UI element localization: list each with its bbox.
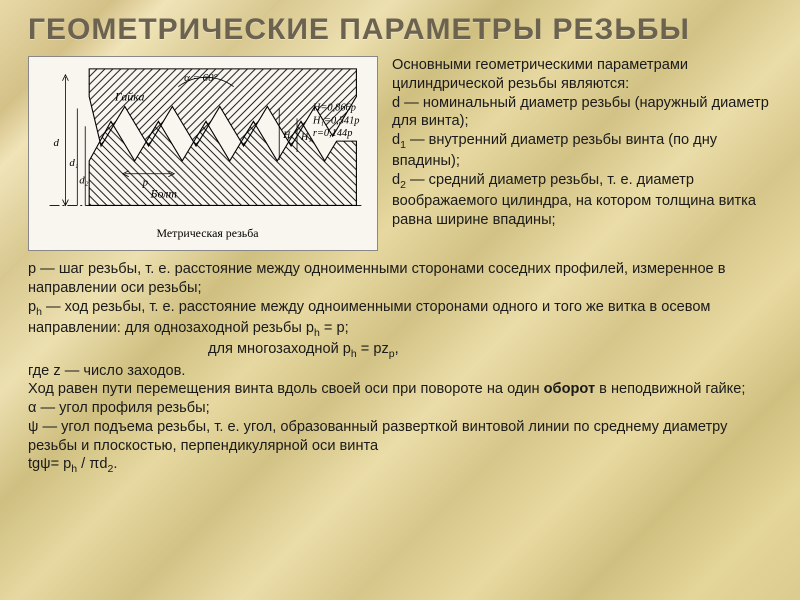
diagram-caption: Метрическая резьба: [156, 227, 259, 241]
psi-def: ψ — угол подъема резьбы, т. е. угол, обр…: [28, 418, 772, 455]
param-p: p — шаг резьбы, т. е. расстояние между о…: [28, 260, 772, 297]
nut-label: Гайка: [114, 90, 145, 104]
svg-text:r=0,144p: r=0,144p: [313, 129, 353, 140]
svg-text:H: H: [282, 131, 291, 142]
intro-line: Основными геометрическими параметрами ци…: [392, 56, 772, 93]
param-d: d — номинальный диаметр резьбы (наружный…: [392, 94, 772, 131]
param-ph: ph — ход резьбы, т. е. расстояние между …: [28, 298, 772, 341]
diagram-container: α = 60° Гайка Болт d d₁ d₂ p: [28, 56, 378, 256]
svg-text:H₁=0,541p: H₁=0,541p: [312, 116, 360, 127]
svg-text:p: p: [142, 177, 149, 189]
angle-label: α = 60°: [184, 72, 218, 84]
multi-start: для многозаходной ph = pzp,: [28, 340, 772, 361]
right-text-block: Основными геометрическими параметрами ци…: [392, 56, 772, 256]
lead-def: Ход равен пути перемещения винта вдоль с…: [28, 380, 772, 399]
svg-text:d: d: [54, 137, 60, 149]
svg-text:H=0,866p: H=0,866p: [312, 103, 356, 114]
param-d1: d1 — внутренний диаметр резьбы винта (по…: [392, 131, 772, 171]
slide-title: ГЕОМЕТРИЧЕСКИЕ ПАРАМЕТРЫ РЕЗЬБЫ: [28, 14, 772, 46]
alpha-def: α — угол профиля резьбы;: [28, 399, 772, 418]
svg-text:H₁: H₁: [300, 133, 312, 144]
top-row: α = 60° Гайка Болт d d₁ d₂ p: [28, 56, 772, 256]
svg-text:d₁: d₁: [69, 157, 78, 169]
body-text-block: p — шаг резьбы, т. е. расстояние между о…: [28, 260, 772, 476]
param-d2: d2 — средний диаметр резьбы, т. е. диаме…: [392, 171, 772, 230]
bolt-label: Болт: [150, 187, 178, 201]
tg-psi: tgψ= ph / πd2.: [28, 455, 772, 476]
formulas: H=0,866p H₁=0,541p r=0,144p: [312, 103, 360, 140]
z-def: где z — число заходов.: [28, 362, 772, 381]
svg-text:d₂: d₂: [79, 175, 88, 187]
thread-diagram: α = 60° Гайка Болт d d₁ d₂ p: [28, 56, 378, 251]
